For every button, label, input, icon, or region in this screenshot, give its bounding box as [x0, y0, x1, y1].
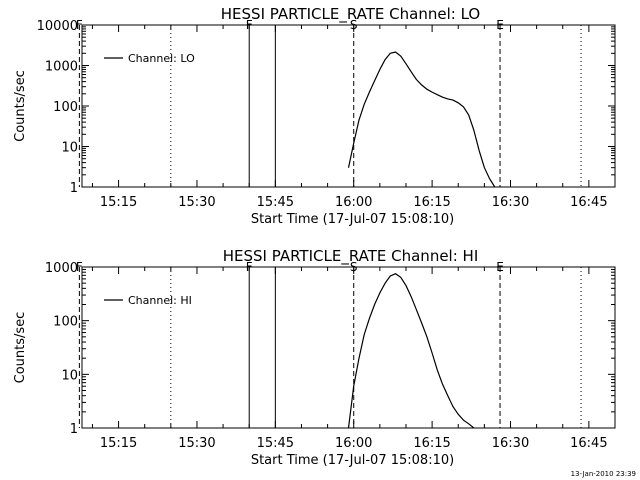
series-line	[347, 273, 475, 429]
x-tick-label: 15:15	[100, 195, 137, 210]
event-marker-label: E	[496, 260, 504, 274]
y-tick-label: 100	[53, 100, 78, 115]
legend-label: Channel: HI	[128, 294, 192, 307]
event-marker-label: S	[350, 260, 358, 274]
timestamp: 13-Jan-2010 23:39	[570, 470, 636, 478]
series-line	[347, 51, 496, 188]
x-tick-label: 15:15	[100, 436, 137, 451]
event-marker-label: F	[246, 18, 253, 32]
chart-title: HESSI PARTICLE_RATE Channel: LO	[221, 5, 480, 24]
x-tick-label: 16:00	[335, 436, 372, 451]
y-tick-label: 10	[61, 368, 78, 383]
event-marker-label: S	[350, 18, 358, 32]
x-tick-label: 16:45	[570, 195, 607, 210]
y-tick-label: 1000	[45, 261, 78, 276]
event-marker-label: F	[76, 18, 83, 32]
x-tick-label: 15:30	[178, 436, 215, 451]
event-marker-label: F	[246, 260, 253, 274]
y-tick-label: 10	[61, 141, 78, 156]
x-tick-label: 16:45	[570, 436, 607, 451]
y-tick-label: 1	[70, 181, 78, 196]
y-axis-label: Counts/sec	[13, 70, 28, 142]
x-axis-label: Start Time (17-Jul-07 15:08:10)	[251, 212, 454, 227]
x-tick-label: 16:00	[335, 195, 372, 210]
plot-frame	[81, 24, 616, 188]
x-tick-label: 16:30	[492, 195, 529, 210]
legend-label: Channel: LO	[128, 52, 195, 65]
x-tick-label: 15:45	[257, 195, 294, 210]
y-tick-label: 1	[70, 422, 78, 437]
y-tick-label: 10000	[37, 19, 78, 34]
y-tick-label: 100	[53, 315, 78, 330]
x-axis-label: Start Time (17-Jul-07 15:08:10)	[251, 453, 454, 468]
x-tick-label: 16:15	[413, 195, 450, 210]
x-tick-label: 15:30	[178, 195, 215, 210]
plot-frame	[81, 266, 616, 429]
y-axis-label: Counts/sec	[13, 312, 28, 384]
chart-panel-2: HESSI PARTICLE_RATE Channel: HI 1 10 100 100…	[13, 247, 616, 468]
chart-panel-1: HESSI PARTICLE_RATE Channel: LO 1 10 100 100…	[13, 5, 616, 227]
y-tick-label: 1000	[45, 60, 78, 75]
x-tick-label: 16:15	[413, 436, 450, 451]
event-marker-label: E	[496, 18, 504, 32]
chart-title: HESSI PARTICLE_RATE Channel: HI	[223, 247, 479, 266]
x-tick-label: 16:30	[492, 436, 529, 451]
x-tick-label: 15:45	[257, 436, 294, 451]
event-marker-label: F	[76, 260, 83, 274]
